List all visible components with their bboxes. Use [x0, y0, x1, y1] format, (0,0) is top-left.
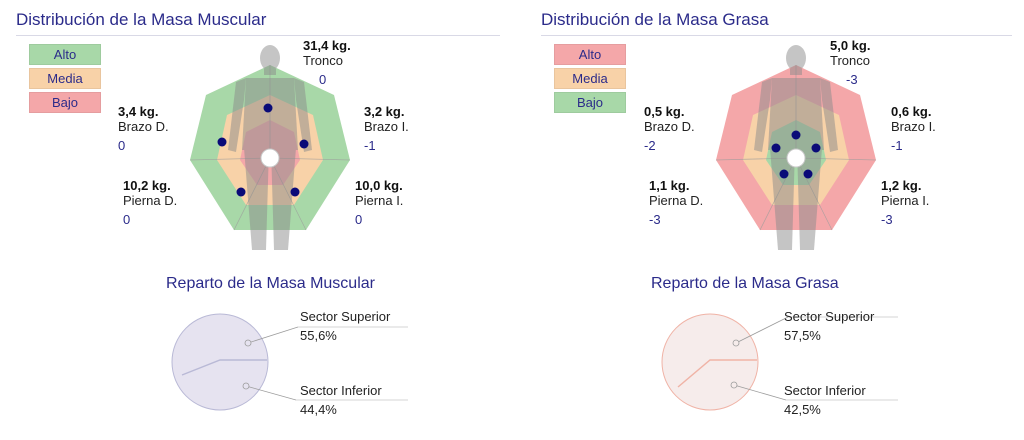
pie-leader-superior — [735, 316, 789, 344]
title-divider — [541, 35, 1012, 36]
segment-brazo-i: 3,2 kg. Brazo I. -1 — [364, 104, 409, 153]
pie-leader-inferior — [733, 384, 787, 401]
segment-brazo-i: 0,6 kg. Brazo I. -1 — [891, 104, 936, 153]
pie-disc — [171, 313, 269, 411]
segment-tronco: 31,4 kg. Tronco 0 — [303, 38, 351, 87]
fat-pie-chart — [661, 313, 898, 411]
pie-label-superior: Sector Superior 57,5% — [784, 309, 875, 343]
pie-divider — [677, 359, 757, 388]
muscle-title: Distribución de la Masa Muscular — [16, 10, 267, 29]
muscle-radar-chart — [189, 45, 351, 250]
fat-radar-chart — [715, 45, 877, 250]
pie-label-inferior: Sector Inferior 44,4% — [300, 383, 382, 417]
radar-center-marker — [260, 148, 280, 168]
segment-brazo-d: 0,5 kg. Brazo D. -2 — [644, 104, 695, 153]
legend-bajo: Bajo — [554, 92, 626, 113]
segment-pierna-d: 1,1 kg. Pierna D. -3 — [649, 178, 704, 227]
pie-divider — [181, 359, 267, 376]
pie-leader-inferior — [245, 385, 297, 401]
pie-label-superior: Sector Superior 55,6% — [300, 309, 391, 343]
legend-alto: Alto — [554, 44, 626, 65]
body-silhouette-icon — [754, 45, 838, 250]
segment-pierna-i: 1,2 kg. Pierna I. -3 — [881, 178, 930, 227]
muscle-pie-chart — [171, 313, 408, 411]
fat-legend: Alto Media Bajo — [554, 44, 626, 116]
fat-panel: Distribución de la Masa Grasa Alto Media… — [512, 0, 1024, 440]
segment-pierna-d: 10,2 kg. Pierna D. 0 — [123, 178, 178, 227]
muscle-reparto-title: Reparto de la Masa Muscular — [166, 275, 375, 292]
pie-disc — [661, 313, 759, 411]
muscle-radar-points — [217, 103, 309, 197]
pie-label-inferior: Sector Inferior 42,5% — [784, 383, 866, 417]
legend-media: Media — [554, 68, 626, 89]
fat-radar-points — [771, 130, 821, 179]
segment-pierna-i: 10,0 kg. Pierna I. 0 — [355, 178, 404, 227]
segment-tronco: 5,0 kg. Tronco -3 — [830, 38, 871, 87]
segment-brazo-d: 3,4 kg. Brazo D. 0 — [118, 104, 169, 153]
muscle-panel: Distribución de la Masa Muscular Alto Me… — [16, 10, 500, 417]
title-divider — [16, 35, 500, 36]
fat-title: Distribución de la Masa Grasa — [541, 10, 769, 29]
muscle-legend: Alto Media Bajo — [29, 44, 101, 116]
legend-media: Media — [29, 68, 101, 89]
pie-leader-superior — [247, 326, 299, 344]
fat-reparto-title: Reparto de la Masa Grasa — [651, 275, 839, 292]
body-silhouette-icon — [228, 45, 312, 250]
legend-bajo: Bajo — [29, 92, 101, 113]
legend-alto: Alto — [29, 44, 101, 65]
radar-center-marker — [786, 148, 806, 168]
